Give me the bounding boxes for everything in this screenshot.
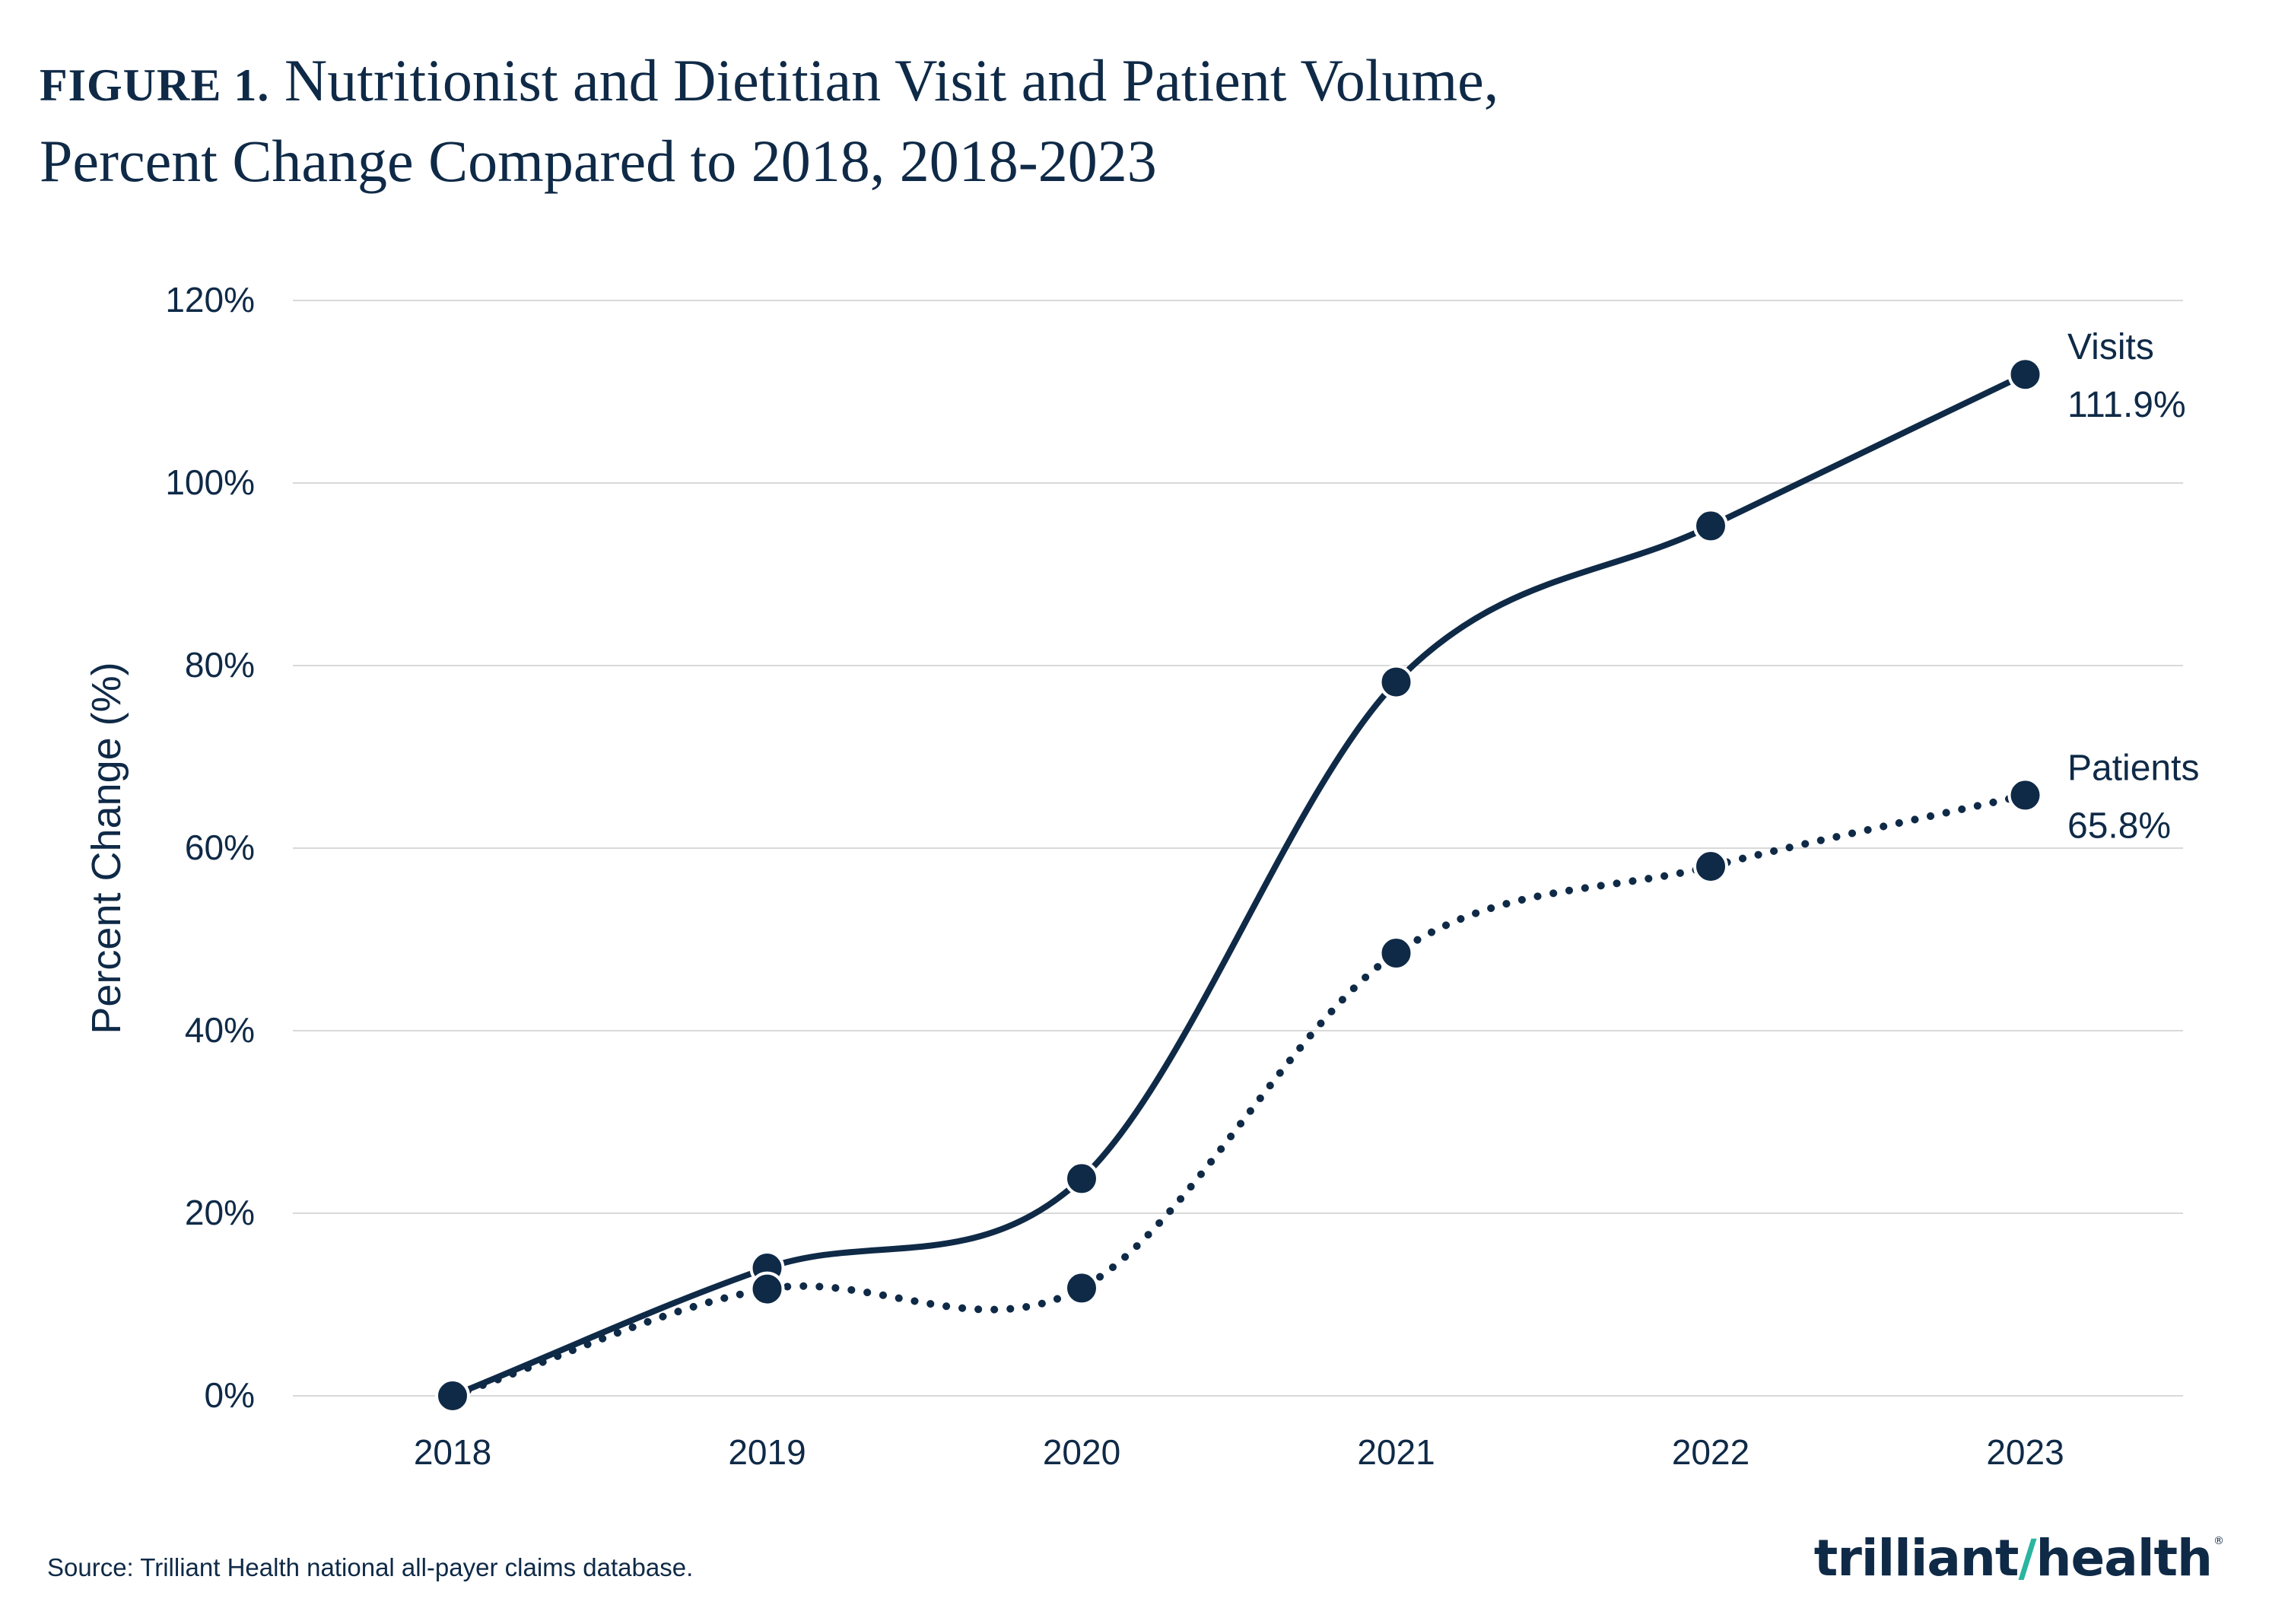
title-line-1: Nutritionist and Dietitian Visit and Pat… xyxy=(284,47,1499,113)
x-tick-label: 2018 xyxy=(414,1432,491,1472)
y-tick-label: 20% xyxy=(185,1193,255,1232)
y-axis-label: Percent Change (%) xyxy=(84,662,129,1034)
logo-accent-mark: / xyxy=(2018,1529,2036,1587)
y-tick-label: 0% xyxy=(205,1375,255,1415)
series-end-label-name: Visits xyxy=(2067,327,2154,367)
data-point-visits-2023 xyxy=(2007,357,2043,392)
y-tick-label: 60% xyxy=(185,828,255,867)
logo-registered-mark: ® xyxy=(2213,1535,2224,1547)
source-note: Source: Trilliant Health national all-pa… xyxy=(47,1553,694,1581)
data-point-visits-2020 xyxy=(1064,1161,1099,1197)
data-point-patients-2018 xyxy=(435,1378,470,1413)
data-point-patients-2020 xyxy=(1064,1270,1099,1306)
data-point-patients-2023 xyxy=(2007,777,2043,813)
data-point-patients-2021 xyxy=(1378,936,1414,971)
y-tick-label: 40% xyxy=(185,1010,255,1050)
chart-title: FIGURE 1. Nutritionist and Dietitian Vis… xyxy=(40,43,2093,199)
series-end-label-name: Patients xyxy=(2067,748,2199,788)
logo-text-health: health xyxy=(2035,1529,2213,1587)
series-end-label-value: 65.8% xyxy=(2067,806,2171,846)
y-tick-label: 100% xyxy=(165,462,255,502)
x-tick-label: 2020 xyxy=(1043,1432,1120,1472)
figure-label: FIGURE 1. xyxy=(40,60,270,110)
x-tick-label: 2019 xyxy=(728,1432,806,1472)
y-tick-label: 80% xyxy=(185,645,255,685)
x-tick-label: 2022 xyxy=(1672,1432,1749,1472)
data-point-visits-2022 xyxy=(1693,508,1728,544)
x-tick-label: 2023 xyxy=(1986,1432,2064,1472)
brand-logo: trilliant / health ® xyxy=(1813,1529,2224,1587)
series-line-visits xyxy=(450,371,2029,1399)
data-point-patients-2022 xyxy=(1693,849,1728,884)
x-tick-label: 2021 xyxy=(1357,1432,1435,1472)
title-line-2: Percent Change Compared to 2018, 2018-20… xyxy=(40,128,1157,194)
logo-text-trilliant: trilliant xyxy=(1813,1529,2020,1587)
y-tick-label: 120% xyxy=(165,280,255,319)
data-point-visits-2021 xyxy=(1378,664,1414,700)
data-point-patients-2019 xyxy=(749,1271,785,1307)
series-line-patients xyxy=(449,791,2029,1400)
series-end-label-value: 111.9% xyxy=(2067,385,2186,425)
